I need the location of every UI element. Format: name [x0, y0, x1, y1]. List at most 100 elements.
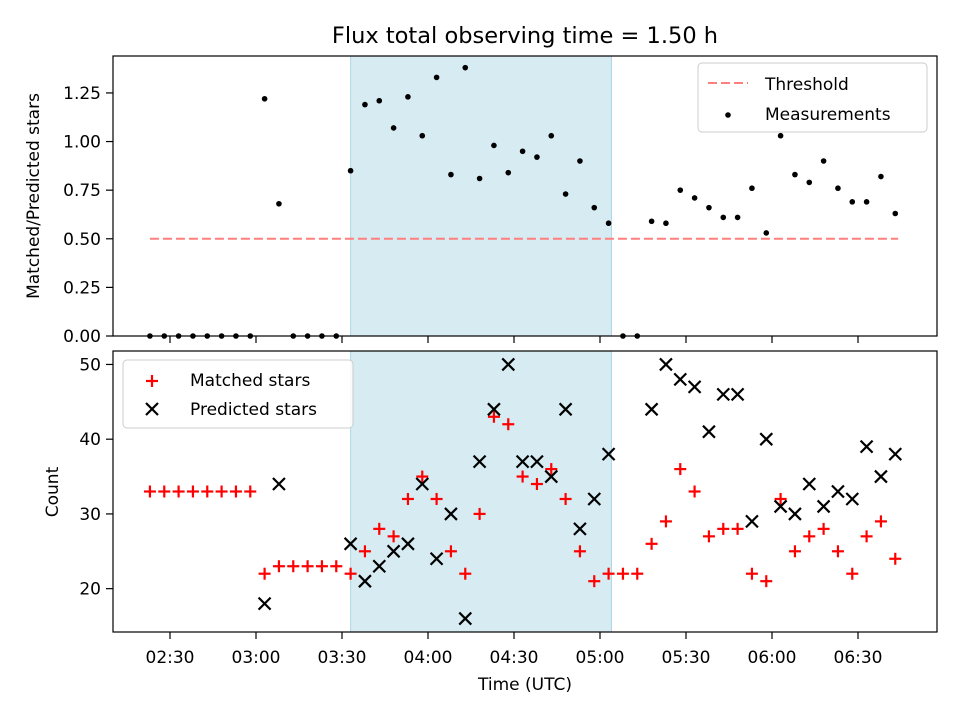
matched-star-point — [315, 560, 328, 573]
predicted-star-point — [659, 357, 673, 372]
matched-star-point — [401, 492, 414, 505]
matched-star-point — [602, 567, 615, 580]
matched-star-point — [416, 470, 429, 483]
matched-star-point — [301, 560, 314, 573]
matched-star-point — [717, 522, 730, 535]
predicted-star-point — [487, 402, 501, 417]
measurement-point — [863, 199, 870, 205]
predicted-star-point — [745, 514, 759, 529]
top-y-tick-label: 0.00 — [63, 327, 101, 347]
matched-star-point — [287, 560, 300, 573]
x-tick-label: 04:30 — [490, 648, 539, 668]
predicted-star-point — [788, 507, 802, 521]
bottom-y-axis-label: Count — [43, 466, 63, 517]
legend-measurements-label: Measurements — [765, 105, 891, 125]
x-tick-label: 06:00 — [748, 648, 797, 668]
matched-star-point — [874, 515, 887, 528]
matched-star-point — [846, 567, 859, 580]
matched-star-point — [143, 485, 156, 498]
top-y-axis-label: Matched/Predicted stars — [24, 93, 44, 299]
matched-star-point — [803, 530, 816, 543]
matched-star-point — [631, 567, 644, 580]
matched-star-point — [530, 478, 543, 491]
top-panel: 0.00 0.25 0.50 0.75 1.00 1.25 Matched/Predict… — [24, 55, 938, 347]
predicted-star-point — [687, 380, 702, 394]
top-y-tick-label: 1.25 — [63, 84, 101, 104]
measurement-point — [534, 154, 540, 160]
matched-star-point — [659, 515, 672, 528]
predicted-star-point — [458, 611, 473, 626]
measurement-point — [448, 171, 454, 178]
predicted-star-point — [386, 544, 401, 559]
legend-threshold-label: Threshold — [764, 75, 849, 95]
x-tick-label: 04:00 — [404, 648, 453, 668]
predicted-star-point — [759, 432, 774, 446]
measurement-point — [362, 101, 368, 108]
predicted-star-point — [587, 492, 602, 506]
predicted-star-point — [272, 477, 286, 491]
measurement-point — [691, 195, 698, 201]
matched-star-point — [244, 485, 257, 498]
measurement-point — [677, 187, 684, 193]
measurement-point — [376, 97, 383, 104]
predicted-star-point — [358, 574, 372, 588]
predicted-star-point — [773, 499, 788, 514]
top-shaded-span — [350, 55, 612, 337]
x-tick-label: 05:00 — [576, 648, 625, 668]
measurement-point — [405, 94, 411, 100]
matched-star-point — [215, 485, 228, 498]
predicted-star-point — [558, 402, 573, 417]
predicted-star-point — [415, 477, 430, 491]
matched-star-point — [573, 545, 586, 558]
predicted-star-point — [888, 447, 903, 461]
measurement-point — [347, 167, 354, 174]
x-tick-label: 06:30 — [834, 648, 883, 668]
matched-star-point — [444, 545, 457, 558]
matched-star-point — [817, 522, 830, 535]
top-x-ticks — [169, 336, 859, 343]
matched-star-point — [588, 575, 601, 588]
measurement-point — [663, 220, 669, 227]
predicted-star-point — [874, 469, 888, 484]
measurement-point — [835, 185, 841, 192]
matched-star-point — [788, 545, 801, 558]
legend-measurements-swatch — [725, 112, 731, 118]
measurement-point — [734, 214, 741, 221]
top-y-tick-label: 1.00 — [63, 133, 101, 153]
measurement-point — [706, 204, 712, 211]
matched-star-point — [760, 575, 773, 588]
measurement-point — [763, 230, 770, 236]
matched-star-point — [487, 410, 500, 423]
measurement-point — [390, 125, 397, 131]
predicted-star-point — [544, 469, 559, 484]
predicted-star-point — [501, 357, 516, 372]
measurement-point — [749, 185, 755, 192]
predicted-star-point — [429, 551, 444, 566]
matched-star-point — [616, 567, 629, 580]
legend-predicted-label: Predicted stars — [190, 400, 317, 420]
bottom-shaded-span — [350, 350, 612, 633]
predicted-star-point — [257, 596, 272, 611]
matched-star-point — [186, 485, 199, 498]
measurement-point — [892, 210, 899, 217]
matched-star-point — [358, 545, 371, 558]
legend-predicted-swatch — [145, 402, 159, 416]
measurement-point — [806, 179, 813, 186]
matched-star-point — [774, 492, 787, 505]
measurement-point — [562, 191, 569, 197]
predicted-star-point — [644, 402, 659, 417]
predicted-star-point — [702, 424, 716, 439]
matched-star-point — [674, 463, 687, 476]
matched-star-point — [502, 418, 515, 431]
measurement-point — [462, 64, 469, 71]
predicted-star-point — [472, 454, 487, 469]
matched-star-point — [559, 492, 572, 505]
matched-star-point — [158, 485, 171, 498]
matched-star-point — [330, 560, 343, 573]
predicted-star-point — [573, 522, 587, 536]
predicted-star-point — [515, 454, 530, 469]
bottom-y-ticks: 20 30 40 50 — [79, 355, 113, 600]
predicted-star-point — [816, 499, 831, 514]
measurement-point — [720, 214, 727, 221]
